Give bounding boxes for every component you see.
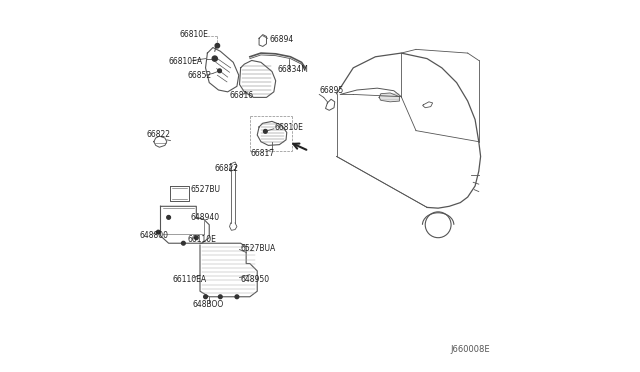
Circle shape xyxy=(215,44,220,48)
Text: 648950: 648950 xyxy=(241,275,269,283)
Text: 66895: 66895 xyxy=(320,86,344,95)
Circle shape xyxy=(182,241,185,245)
Text: 6527BUA: 6527BUA xyxy=(241,244,276,253)
Text: 66810E: 66810E xyxy=(275,123,304,132)
Text: 66894: 66894 xyxy=(269,35,293,44)
Circle shape xyxy=(204,295,207,299)
Text: 648940: 648940 xyxy=(190,213,219,222)
Text: 648800: 648800 xyxy=(139,231,168,240)
Circle shape xyxy=(235,295,239,299)
Circle shape xyxy=(264,129,268,133)
Circle shape xyxy=(218,295,222,299)
Circle shape xyxy=(195,236,198,240)
Circle shape xyxy=(167,215,170,219)
Circle shape xyxy=(212,56,218,61)
Text: 66852: 66852 xyxy=(187,71,211,80)
Text: 66110EA: 66110EA xyxy=(172,275,207,283)
Circle shape xyxy=(218,69,221,73)
Text: 66822: 66822 xyxy=(147,130,170,139)
Text: 6527BU: 6527BU xyxy=(190,185,220,194)
Text: 66822: 66822 xyxy=(215,164,239,173)
Circle shape xyxy=(156,230,160,234)
Text: 66834M: 66834M xyxy=(278,65,308,74)
Text: J660008E: J660008E xyxy=(450,345,490,354)
Text: 648BOO: 648BOO xyxy=(193,300,224,310)
Text: 66810E: 66810E xyxy=(180,30,209,39)
Text: 66816: 66816 xyxy=(230,91,253,100)
Text: 66817: 66817 xyxy=(251,149,275,158)
Text: 66110E: 66110E xyxy=(187,235,216,244)
Text: 66810EA: 66810EA xyxy=(168,57,203,66)
